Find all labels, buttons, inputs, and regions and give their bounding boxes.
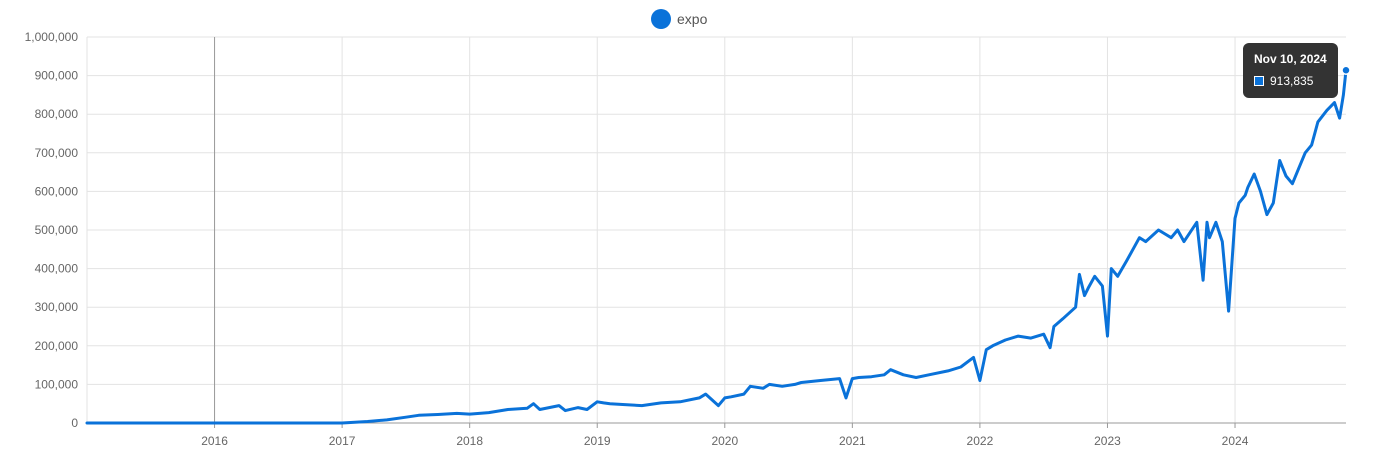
x-tick-label: 2019 xyxy=(584,434,611,448)
x-tick-label: 2017 xyxy=(329,434,356,448)
x-tick-label: 2018 xyxy=(456,434,483,448)
x-tick-label: 2024 xyxy=(1222,434,1249,448)
x-tick-label: 2021 xyxy=(839,434,866,448)
series-line-expo xyxy=(85,68,1348,425)
legend[interactable]: expo xyxy=(651,9,708,29)
x-tick-label: 2016 xyxy=(201,434,228,448)
tooltip-row: 913,835 xyxy=(1254,74,1338,88)
y-tick-label: 700,000 xyxy=(35,146,79,160)
y-tick-label: 800,000 xyxy=(35,107,79,121)
y-tick-label: 1,000,000 xyxy=(25,30,79,44)
y-tick-label: 900,000 xyxy=(35,69,79,83)
series-layer xyxy=(85,65,1351,425)
tooltip-swatch xyxy=(1254,76,1264,86)
y-tick-label: 0 xyxy=(71,416,78,430)
y-tick-label: 300,000 xyxy=(35,300,79,314)
tooltip-date: Nov 10, 2024 xyxy=(1254,52,1327,66)
y-tick-label: 100,000 xyxy=(35,377,79,391)
tooltip: Nov 10, 2024 913,835 xyxy=(1243,43,1338,98)
x-tick-label: 2023 xyxy=(1094,434,1121,448)
highlight-point xyxy=(1341,65,1351,76)
legend-label-expo: expo xyxy=(677,11,708,27)
y-tick-label: 200,000 xyxy=(35,339,79,353)
y-tick-label: 500,000 xyxy=(35,223,79,237)
y-tick-label: 400,000 xyxy=(35,262,79,276)
x-tick-label: 2020 xyxy=(711,434,738,448)
x-tick-label: 2022 xyxy=(967,434,994,448)
grid xyxy=(86,36,1346,424)
y-axis: 0 100,000 200,000 300,000 400,000 500,000 600,… xyxy=(25,30,79,430)
legend-swatch xyxy=(651,9,671,29)
y-tick-label: 600,000 xyxy=(35,184,79,198)
tooltip-value: 913,835 xyxy=(1270,74,1314,88)
x-axis: 2016 2017 2018 2019 2020 2021 2022 2023 2024 xyxy=(201,423,1249,448)
